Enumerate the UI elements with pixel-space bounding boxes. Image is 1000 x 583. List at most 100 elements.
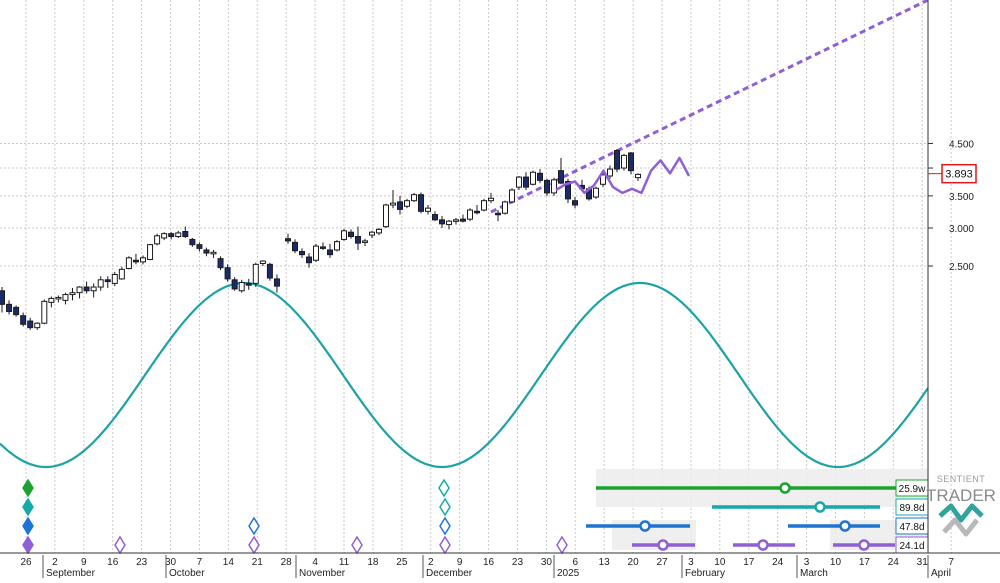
x-tick-label: 16 bbox=[483, 557, 495, 568]
candle-down bbox=[0, 290, 5, 305]
x-tick-label: 7 bbox=[197, 557, 203, 568]
cycle-diamond-outline bbox=[438, 478, 450, 498]
candle-up bbox=[259, 260, 266, 265]
x-tick-label: 9 bbox=[81, 557, 87, 568]
candle-up bbox=[383, 204, 389, 228]
cycle-bar-label: 89.8d bbox=[899, 503, 924, 514]
candle-up bbox=[516, 176, 522, 188]
month-label: October bbox=[169, 568, 205, 578]
candle-up bbox=[453, 219, 459, 222]
candle-down bbox=[231, 279, 238, 290]
projection-layer bbox=[555, 156, 691, 195]
candle-up bbox=[341, 230, 347, 240]
y-tick-label: 3.500 bbox=[949, 192, 974, 203]
candle-down bbox=[348, 231, 354, 238]
x-tick-label: 11 bbox=[339, 557, 350, 568]
candle-up bbox=[90, 286, 97, 292]
candle-up bbox=[607, 168, 613, 177]
candle-down bbox=[299, 251, 305, 256]
candle-down bbox=[460, 218, 466, 222]
candle-up bbox=[551, 179, 557, 194]
candle-up bbox=[502, 201, 508, 214]
x-tick-label: 26 bbox=[20, 557, 32, 568]
candle-down bbox=[320, 246, 326, 249]
logo-line1: SENTIENT bbox=[937, 474, 986, 484]
cycle-diamond-filled bbox=[22, 478, 34, 498]
x-tick-label: 20 bbox=[628, 557, 640, 568]
candle-down bbox=[245, 282, 252, 286]
cycle-bar-marker bbox=[779, 482, 791, 494]
y-tick-label: 2.500 bbox=[949, 262, 974, 273]
candle-down bbox=[168, 233, 175, 238]
candle-down bbox=[285, 238, 291, 242]
y-tick-label: 4.500 bbox=[949, 139, 974, 150]
cycle-bar-label: 24.1d bbox=[899, 541, 924, 552]
candle-up bbox=[334, 241, 340, 251]
candle-down bbox=[397, 201, 403, 210]
candle-up bbox=[161, 233, 168, 239]
cycle-bar-label: 47.8d bbox=[899, 522, 924, 533]
candle-up bbox=[147, 244, 154, 260]
candle-down bbox=[189, 238, 196, 246]
x-tick-label: 3 bbox=[804, 557, 810, 568]
cycle-bar-marker bbox=[757, 539, 769, 551]
cycle-diamond-outline bbox=[439, 497, 451, 517]
candle-up bbox=[446, 220, 452, 226]
candle-down bbox=[132, 259, 139, 263]
candle-up bbox=[76, 286, 83, 294]
candle-down bbox=[27, 320, 34, 329]
candle-down bbox=[523, 176, 529, 188]
candle-down bbox=[572, 200, 578, 206]
logo-mark-icon bbox=[938, 503, 984, 537]
x-tick-label: 2 bbox=[52, 557, 58, 568]
candle-down bbox=[83, 286, 90, 292]
candle-down bbox=[182, 231, 189, 238]
x-tick-label: 25 bbox=[396, 557, 408, 568]
candle-down bbox=[418, 194, 424, 212]
candle-up bbox=[635, 173, 641, 179]
cycle-diamond-filled bbox=[22, 497, 34, 517]
cycle-markers-layer bbox=[22, 478, 568, 555]
candle-down bbox=[217, 258, 224, 269]
x-tick-label: 6 bbox=[573, 557, 579, 568]
logo-layer: SENTIENT TRADER bbox=[926, 474, 996, 537]
candle-up bbox=[481, 200, 487, 211]
candle-up bbox=[118, 268, 125, 280]
candle-up bbox=[41, 300, 48, 324]
candle-down bbox=[628, 152, 634, 172]
candle-up bbox=[238, 281, 245, 292]
candle-down bbox=[474, 210, 480, 214]
candle-down bbox=[104, 279, 111, 283]
candle-up bbox=[593, 187, 599, 198]
candle-down bbox=[6, 303, 13, 312]
cycle-bar-marker bbox=[639, 520, 651, 532]
candle-layer bbox=[0, 149, 641, 330]
projection-line bbox=[555, 156, 691, 195]
x-tick-label: 24 bbox=[888, 557, 900, 568]
candle-up bbox=[390, 202, 396, 206]
candle-up bbox=[404, 200, 410, 207]
x-tick-label: 18 bbox=[367, 557, 379, 568]
candle-down bbox=[439, 219, 445, 225]
candle-down bbox=[544, 179, 550, 194]
month-label: 2025 bbox=[557, 568, 580, 578]
candle-up bbox=[376, 228, 382, 234]
x-tick-label: 10 bbox=[830, 557, 842, 568]
x-tick-label: 30 bbox=[541, 557, 553, 568]
last-price-box bbox=[941, 163, 977, 184]
candle-up bbox=[621, 154, 627, 169]
candle-up bbox=[425, 207, 431, 212]
candle-down bbox=[273, 278, 280, 287]
candle-up bbox=[97, 279, 104, 288]
candle-up bbox=[34, 322, 41, 329]
candle-up bbox=[362, 240, 368, 243]
month-label: November bbox=[299, 568, 346, 578]
month-label: September bbox=[46, 568, 96, 578]
x-tick-label: 21 bbox=[252, 557, 264, 568]
month-label: April bbox=[931, 568, 951, 578]
candle-up bbox=[509, 189, 515, 203]
cycle-bar-marker bbox=[839, 520, 851, 532]
candle-up bbox=[252, 263, 259, 284]
x-tick-label: 16 bbox=[107, 557, 119, 568]
